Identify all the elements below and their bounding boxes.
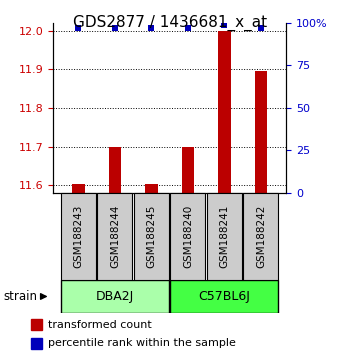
Bar: [61, 193, 96, 280]
Bar: [170, 193, 205, 280]
Text: GSM188242: GSM188242: [256, 205, 266, 268]
Text: GSM188240: GSM188240: [183, 205, 193, 268]
Text: GSM188244: GSM188244: [110, 205, 120, 268]
Bar: [31, 338, 42, 349]
Bar: [98, 193, 132, 280]
Bar: [254, 70, 267, 193]
Bar: [170, 280, 278, 313]
Text: GDS2877 / 1436681_x_at: GDS2877 / 1436681_x_at: [73, 15, 268, 31]
Text: percentile rank within the sample: percentile rank within the sample: [48, 338, 236, 348]
Text: transformed count: transformed count: [48, 320, 152, 330]
Bar: [207, 193, 242, 280]
Bar: [108, 147, 121, 193]
Text: strain: strain: [3, 290, 38, 303]
Text: GSM188241: GSM188241: [219, 205, 229, 268]
Bar: [145, 184, 158, 193]
Bar: [218, 31, 231, 193]
Text: C57BL6J: C57BL6J: [198, 290, 250, 303]
Text: GSM188245: GSM188245: [146, 205, 157, 268]
Text: DBA2J: DBA2J: [96, 290, 134, 303]
Bar: [134, 193, 169, 280]
Text: GSM188243: GSM188243: [73, 205, 84, 268]
Bar: [243, 193, 278, 280]
Bar: [72, 184, 85, 193]
Bar: [181, 147, 194, 193]
Bar: [61, 280, 169, 313]
Bar: [31, 319, 42, 330]
